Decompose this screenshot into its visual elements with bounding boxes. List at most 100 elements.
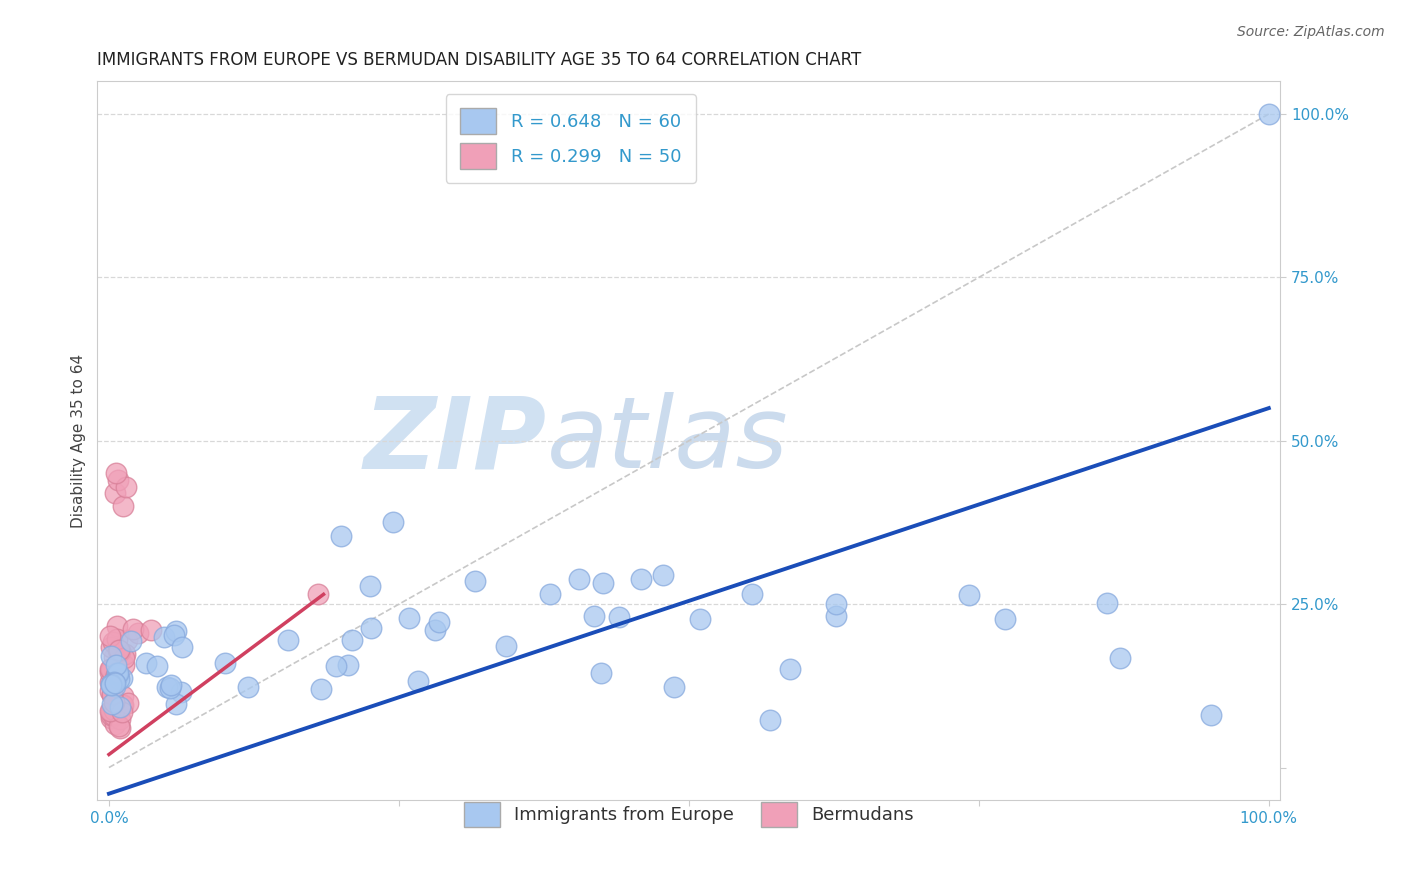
Point bbox=[156, 680, 179, 694]
Point bbox=[100, 662, 122, 676]
Point bbox=[779, 662, 801, 676]
Point bbox=[120, 634, 142, 648]
Point bbox=[101, 689, 124, 703]
Point bbox=[277, 632, 299, 647]
Point bbox=[100, 640, 122, 654]
Point bbox=[825, 609, 848, 624]
Point bbox=[307, 587, 329, 601]
Point bbox=[170, 685, 193, 699]
Point bbox=[340, 632, 363, 647]
Point bbox=[607, 609, 630, 624]
Point bbox=[98, 675, 121, 690]
Point bbox=[111, 698, 134, 713]
Point bbox=[664, 681, 686, 695]
Point bbox=[994, 612, 1017, 626]
Point bbox=[108, 644, 131, 658]
Point bbox=[651, 568, 673, 582]
Point bbox=[105, 618, 128, 632]
Point bbox=[115, 479, 138, 493]
Point bbox=[398, 610, 420, 624]
Point bbox=[100, 678, 122, 692]
Text: ZIP: ZIP bbox=[364, 392, 547, 490]
Point bbox=[103, 634, 125, 648]
Text: Source: ZipAtlas.com: Source: ZipAtlas.com bbox=[1237, 25, 1385, 39]
Point bbox=[1097, 596, 1119, 610]
Point bbox=[111, 671, 134, 685]
Point bbox=[107, 666, 129, 681]
Point bbox=[159, 678, 181, 692]
Point bbox=[115, 632, 138, 647]
Point bbox=[101, 707, 124, 722]
Point bbox=[103, 695, 125, 709]
Point bbox=[108, 699, 131, 714]
Point bbox=[329, 528, 352, 542]
Point bbox=[108, 643, 131, 657]
Point bbox=[759, 714, 782, 728]
Point bbox=[423, 624, 446, 638]
Point bbox=[101, 688, 124, 702]
Point bbox=[689, 612, 711, 626]
Point bbox=[104, 672, 127, 686]
Point bbox=[108, 721, 131, 735]
Point bbox=[568, 573, 591, 587]
Point bbox=[98, 704, 121, 718]
Point bbox=[236, 681, 259, 695]
Point bbox=[104, 467, 127, 481]
Point bbox=[100, 708, 122, 723]
Point bbox=[101, 672, 124, 686]
Text: atlas: atlas bbox=[547, 392, 789, 490]
Point bbox=[311, 681, 333, 696]
Point bbox=[107, 668, 129, 682]
Point bbox=[98, 629, 121, 643]
Point bbox=[630, 572, 652, 586]
Point bbox=[111, 689, 134, 703]
Point bbox=[107, 643, 129, 657]
Point bbox=[464, 574, 486, 588]
Point bbox=[107, 473, 129, 487]
Point bbox=[105, 666, 128, 681]
Legend: Immigrants from Europe, Bermudans: Immigrants from Europe, Bermudans bbox=[457, 795, 921, 834]
Point bbox=[165, 624, 187, 638]
Point bbox=[360, 622, 382, 636]
Point bbox=[336, 658, 359, 673]
Point bbox=[111, 499, 134, 513]
Point bbox=[1199, 708, 1222, 723]
Point bbox=[825, 597, 848, 611]
Point bbox=[135, 656, 157, 670]
Point bbox=[495, 640, 517, 654]
Point bbox=[114, 657, 136, 672]
Point bbox=[114, 647, 136, 661]
Point bbox=[100, 648, 122, 663]
Point bbox=[592, 576, 614, 591]
Point bbox=[104, 679, 127, 693]
Point bbox=[325, 658, 347, 673]
Point bbox=[1257, 107, 1279, 121]
Point bbox=[98, 661, 121, 675]
Point bbox=[103, 703, 125, 717]
Point bbox=[104, 668, 127, 682]
Point bbox=[104, 668, 127, 682]
Point bbox=[121, 622, 143, 636]
Point bbox=[382, 516, 405, 530]
Point bbox=[172, 640, 194, 655]
Point bbox=[104, 486, 127, 500]
Point bbox=[538, 587, 561, 601]
Point bbox=[108, 712, 131, 726]
Point bbox=[165, 697, 187, 711]
Point bbox=[127, 626, 149, 640]
Point bbox=[104, 657, 127, 672]
Point bbox=[100, 711, 122, 725]
Point bbox=[108, 700, 131, 714]
Point bbox=[111, 698, 134, 713]
Point bbox=[111, 705, 134, 719]
Point bbox=[101, 697, 124, 711]
Point bbox=[104, 716, 127, 731]
Point bbox=[100, 704, 122, 718]
Point bbox=[98, 665, 121, 679]
Point bbox=[162, 628, 184, 642]
Point bbox=[104, 676, 127, 690]
Point bbox=[108, 719, 131, 733]
Point bbox=[108, 672, 131, 686]
Point bbox=[741, 586, 763, 600]
Point bbox=[112, 651, 135, 665]
